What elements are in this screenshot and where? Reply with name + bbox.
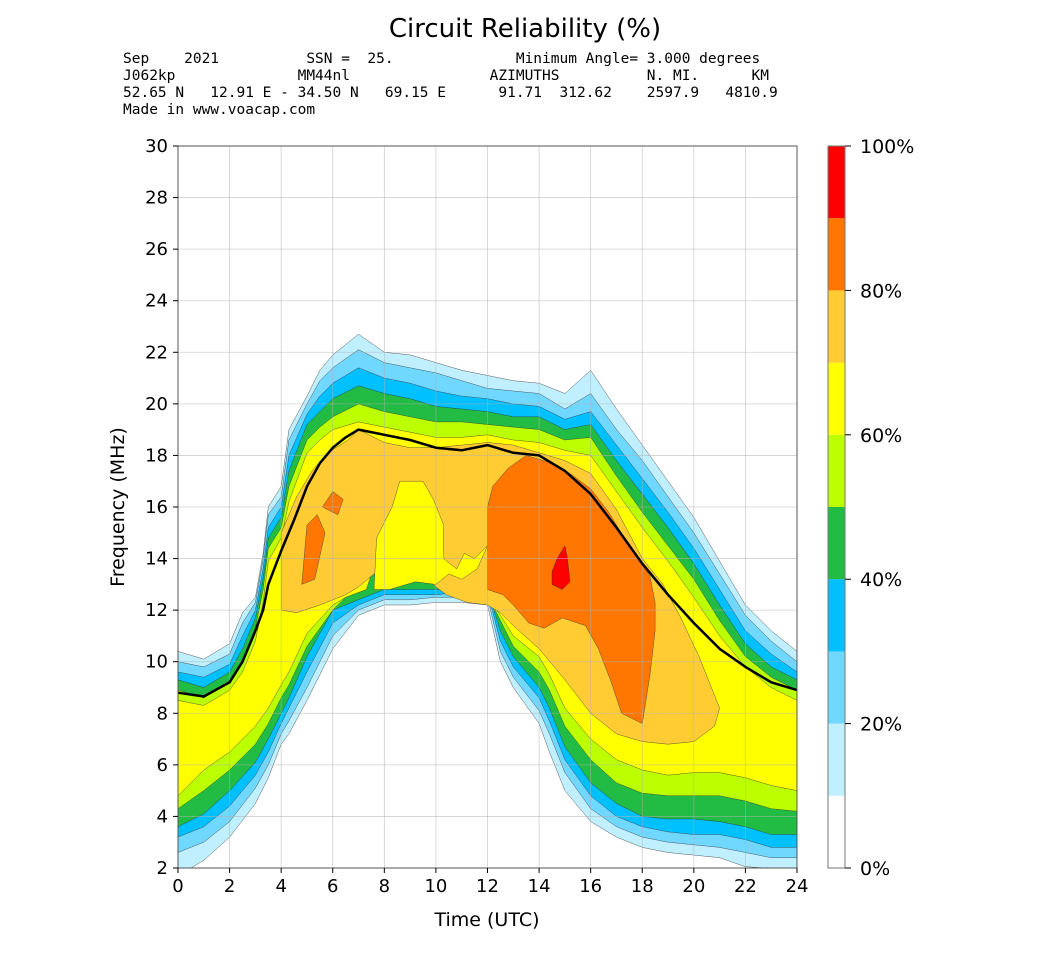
x-tick-label: 6: [327, 876, 338, 897]
x-tick-label: 10: [424, 876, 447, 897]
header-line-4: Made in www.voacap.com: [123, 102, 316, 118]
y-tick-label: 6: [157, 755, 168, 776]
y-axis-label: Frequency (MHz): [107, 427, 129, 587]
y-tick-label: 30: [145, 136, 168, 157]
x-tick-label: 24: [786, 876, 809, 897]
y-tick-label: 16: [145, 497, 168, 518]
y-tick-label: 8: [157, 703, 168, 724]
y-tick-label: 14: [145, 549, 168, 570]
chart-title: Circuit Reliability (%): [388, 14, 662, 44]
y-tick-label: 20: [145, 394, 168, 415]
x-tick-label: 22: [734, 876, 757, 897]
colorbar-border: [827, 145, 846, 869]
y-tick-label: 10: [145, 652, 168, 673]
x-tick-label: 14: [528, 876, 551, 897]
x-axis-label: Time (UTC): [433, 909, 539, 931]
colorbar-tick-label: 100%: [860, 136, 914, 158]
x-tick-label: 18: [631, 876, 654, 897]
contour-region-80-9: [301, 514, 326, 585]
colorbar-tick-label: 40%: [860, 569, 902, 591]
y-tick-label: 18: [145, 445, 168, 466]
header-line-2: J062kp MM44nl AZIMUTHS N. MI. KM: [123, 68, 770, 84]
colorbar-segment: [828, 434, 845, 507]
colorbar-segment: [828, 507, 845, 580]
colorbar-segment: [828, 723, 845, 796]
colorbar-tick-label: 0%: [860, 858, 890, 880]
y-tick-label: 2: [157, 858, 168, 879]
colorbar-segment: [828, 795, 845, 868]
y-tick-label: 12: [145, 600, 168, 621]
muf-line-layer: [177, 428, 798, 698]
muf-line: [177, 428, 798, 698]
x-tick-label: 12: [476, 876, 499, 897]
y-tick-label: 4: [157, 806, 168, 827]
x-tick-label: 2: [224, 876, 235, 897]
x-tick-label: 16: [579, 876, 602, 897]
header-line-3: 52.65 N 12.91 E - 34.50 N 69.15 E 91.71 …: [123, 85, 778, 101]
x-axis: 0 2 4 6 8 10 12 14 16 18 20 22 24: [172, 868, 808, 897]
y-tick-label: 28: [145, 188, 168, 209]
colorbar-segment: [828, 579, 845, 652]
colorbar: 0% 20% 40% 60% 80% 100%: [827, 136, 914, 880]
x-tick-label: 20: [682, 876, 705, 897]
y-tick-label: 24: [145, 291, 168, 312]
colorbar-segment: [828, 651, 845, 724]
contour-region-90-11: [551, 545, 571, 590]
colorbar-tick-label: 60%: [860, 425, 902, 447]
x-tick-label: 4: [275, 876, 286, 897]
y-tick-label: 22: [145, 342, 168, 363]
y-tick-label: 26: [145, 239, 168, 260]
colorbar-tick-label: 20%: [860, 714, 902, 736]
x-tick-label: 0: [172, 876, 183, 897]
colorbar-segment: [828, 362, 845, 435]
x-tick-label: 8: [379, 876, 390, 897]
header-line-1: Sep 2021 SSN = 25. Minimum Angle= 3.000 …: [123, 51, 761, 67]
colorbar-tick-label: 80%: [860, 280, 902, 302]
colorbar-segment: [828, 290, 845, 363]
colorbar-segment: [828, 146, 845, 219]
colorbar-segment: [828, 218, 845, 291]
